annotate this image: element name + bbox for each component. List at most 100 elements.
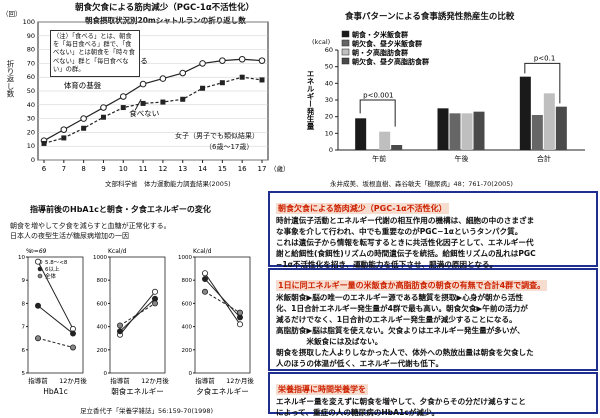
chart1-xtick-label: 7 [62,165,66,173]
chart2-sig-bracket [359,99,396,127]
chart3-ytick-label: 1000 [93,255,107,261]
chart2-bar [437,108,449,150]
chart1-point [219,57,226,64]
chart3-xtick-label: 指導前 [28,376,48,385]
chart2-legend-swatch [341,39,350,47]
chart3-legend-label: 5.8〜<8 [45,260,68,266]
chart3-point [201,270,208,277]
chart1-caption2: （6歳〜17歳） [205,143,254,151]
chart3-unit: Kcal/d [108,248,127,255]
chart3-panel-name: 朝食エネルギー [111,386,164,396]
chart1-point [179,69,187,77]
chart1-xtick-label: 17 [258,165,267,173]
chart1-ytick-label: 90 [27,32,35,40]
chart1-point [139,80,147,88]
chart1-arrow [134,99,142,111]
chart2-legend-swatch [341,48,350,56]
chart3-ytick-label: 8 [22,301,26,307]
chart2-ytick-label: 60 [325,46,333,54]
chart1-series-line [43,58,263,142]
chart2-bar [531,115,543,150]
chart1-point [81,125,87,131]
chart-thermogenesis: 食事パターンによる食事誘発性熱産生の比較 (kcal) エネルギー発生量 0 10… [300,0,600,190]
chart1-ytick-label: 60 [27,73,35,81]
chart3-series-line [37,337,74,348]
chart3-xtick-label: 12か月後 [141,376,169,385]
chart1-ytick-label: 10 [27,142,35,150]
chart2-legend-label: 朝食・夕米飯食群 [352,30,408,39]
chart3-point [151,288,158,295]
chart3-ytick-label: 200 [182,348,193,354]
chart1-point [100,104,107,111]
chart3-panel-frame [27,256,84,374]
chart1-xtick-label: 16 [238,165,247,173]
chart2-xtick-label: 午前 [372,154,386,163]
chart1-ytick-label: 80 [27,46,35,54]
chart2-title: 食事パターンによる食事誘発性熱産生の比較 [345,12,515,22]
box2-line: 減るだけでなく、1日合計のエネルギー発生量が減少することになる。 [276,315,517,324]
chart3-xtick-label: 指導前 [110,376,130,385]
box2-title: 1日に同エネルギー量の米飯食か高脂肪食の朝食の有無で合計4群で調査。 [276,280,548,291]
chart1-point [140,100,146,106]
chart3-legend-label: 全体 [45,272,57,280]
chart1-ytick-label: 40 [27,101,35,109]
chart1-subtitle: 朝食摂取状況別20mシャトルランの折り返し数 [85,16,246,25]
chart3-ytick-label: 5 [22,371,26,377]
chart3-xtick-label: 12か月後 [226,376,254,385]
chart1-point [60,126,68,133]
chart3-legend-label: 6以上 [45,265,60,273]
chart3-panel-frame [194,256,251,374]
chart3-series-line [37,305,74,334]
chart1-point [239,74,245,80]
chart3-point [35,258,42,265]
box3-line: によって、重症の人の糖尿病のHbA1cが減少。 [276,408,440,417]
chart3-point [201,288,208,295]
chart1-point [160,99,166,105]
chart1-label-standard: 体育の基盤 [64,80,102,90]
chart1-xtick-label: 14 [198,165,207,173]
chart2-ytick-label: 20 [325,113,333,121]
chart3-point [236,309,243,316]
box1-body: 時計遺伝子活動とエネルギー代謝の相互作用の機構は、細胞の中のさまざま な事象を介し… [276,215,590,270]
chart3-ytick-label: 800 [182,278,193,284]
box1-line: これは遺伝子から情報を転写するときに共活性化因子として、エネルギー代 [276,238,534,247]
box2-body: 米飯朝食▶脳の唯一のエネルギー源である糖質を摂取▶心身が朝から活性 化、1日合計エ… [276,292,590,369]
chart1-point [200,85,206,91]
chart1-xunit: （歳） [270,164,290,173]
chart1-point [41,140,47,146]
chart3-ytick-label: 0 [189,371,193,377]
chart3-ytick-label: 10 [18,255,25,261]
chart3-ytick-label: 800 [97,278,108,284]
chart3-title: 指導前後のHbA1cと朝食・夕食エネルギーの変化 [30,205,211,214]
chart1-ytick-label: 20 [27,128,35,136]
chart2-ytick-label: 50 [325,63,333,71]
chart3-xtick-label: 12か月後 [59,376,87,385]
box2-line: 米飯朝食▶脳の唯一のエネルギー源である糖質を摂取▶心身が朝から活性 [276,293,524,302]
chart3-point [70,344,77,351]
chart1-title: 朝食欠食による筋肉減少（PGC-1α不活性化） [75,3,255,13]
chart2-legend-label: 朝欠食、昼夕高脂肪食群 [352,57,429,66]
box2-line: 米飯食には及ばない。 [276,337,383,346]
chart3-ytick-label: 600 [97,301,108,307]
chart3-ytick-label: 1000 [178,255,192,261]
explanation-box-pgc: 朝食欠食による筋肉減少（PGC-1α不活性化） 時計遺伝子活動とエネルギー代謝の… [268,191,598,270]
chart3-n: n=69 [30,248,47,255]
chart2-bar [379,131,391,150]
box2-line: 高脂肪食▶脳は脂質を使えない。欠食よりはエネルギー発生量が多いが、 [276,326,525,335]
chart1-point [61,135,67,141]
explanation-box-study: 1日に同エネルギー量の米飯食か高脂肪食の朝食の有無で合計4群で調査。 米飯朝食▶… [268,268,598,371]
chart2-legend-swatch [341,30,350,38]
chart3-ytick-label: 400 [97,325,108,331]
chart1-ytick-label: 30 [27,115,35,123]
chart3-point [151,300,158,307]
chart2-bar [555,106,567,150]
chart2-ylabel: エネルギー発生量 [306,70,315,130]
chart3-unit: % [26,248,32,255]
chart1-point [219,80,225,86]
chart1-point [199,60,206,67]
chart3-ytick-label: 200 [97,348,108,354]
chart1-ytick-label: 0 [31,156,35,164]
chart3-series-line [119,302,156,326]
chart2-source: 永井成美、坂根直樹、森谷敏夫「糖尿病」48：761-70(2005) [330,180,513,188]
chart1-xtick-label: 13 [178,165,187,173]
